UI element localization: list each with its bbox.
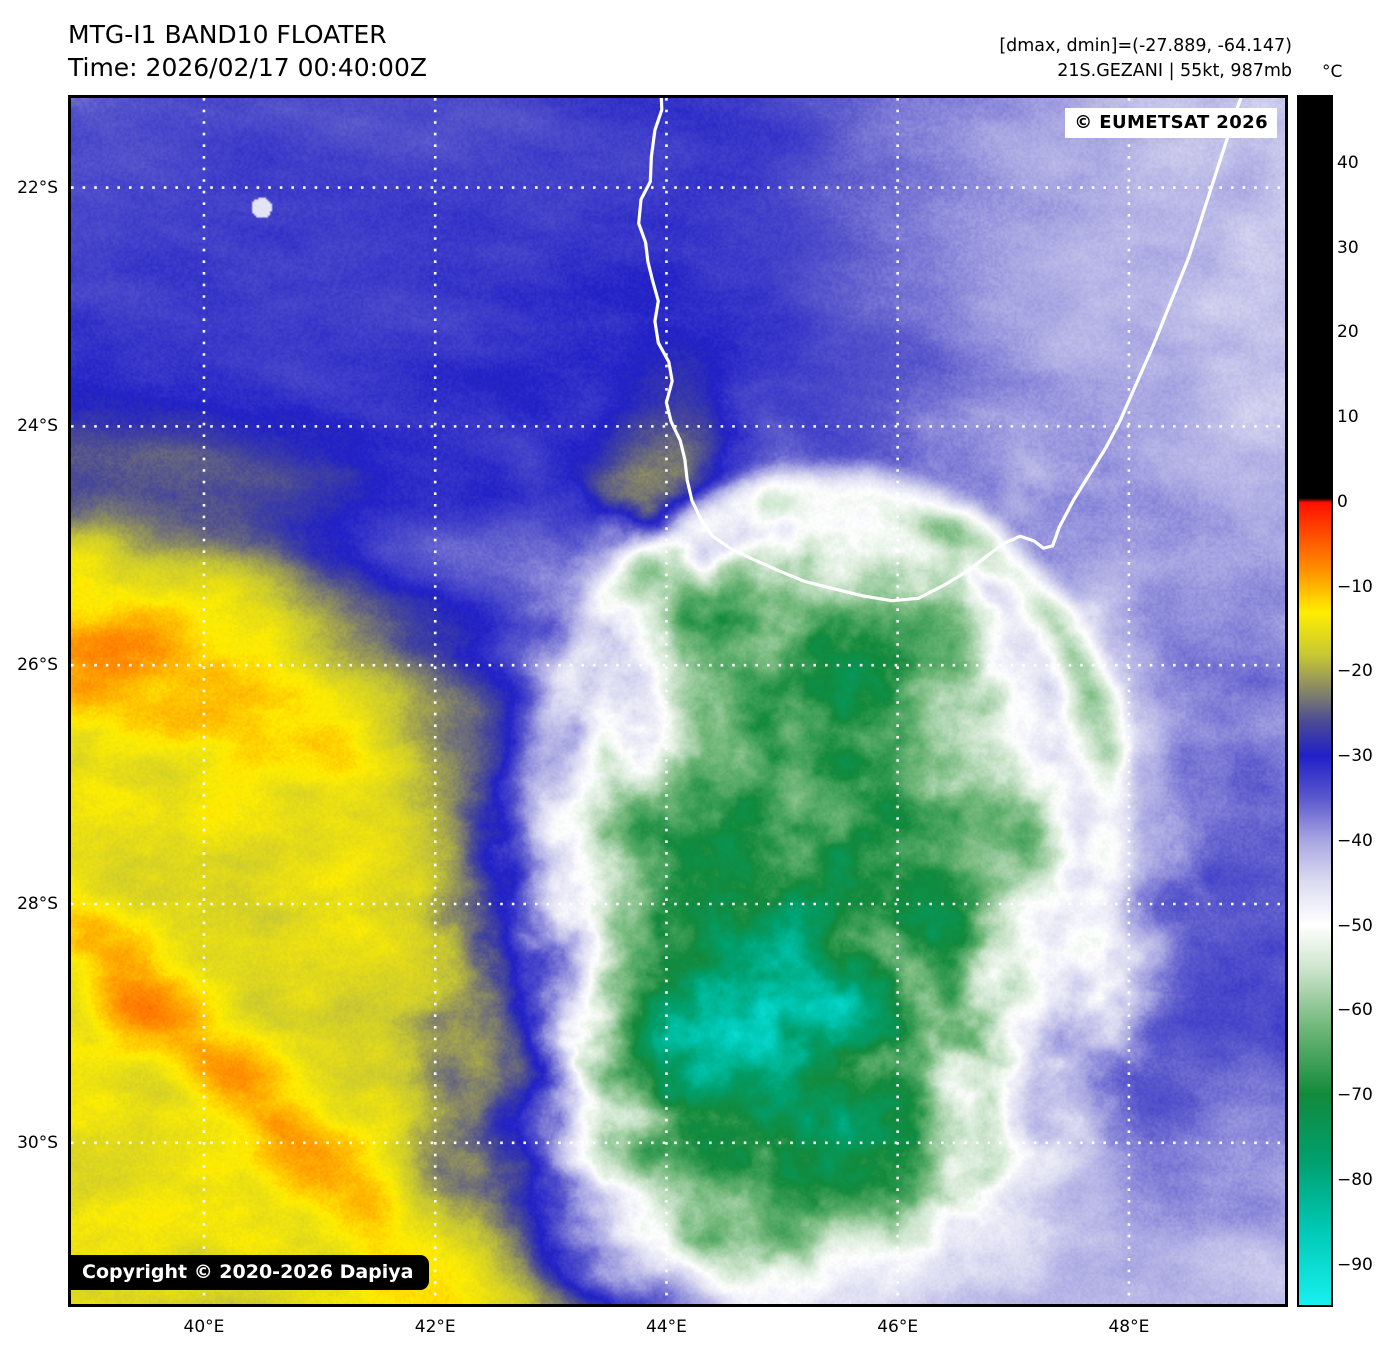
colorbar-tick-20: 20 [1337, 322, 1359, 343]
lon-tick-label: 40°E [183, 1317, 225, 1337]
storm-info-text: 21S.GEZANI | 55kt, 987mb [1057, 61, 1292, 81]
lat-tick-label: 28°S [17, 893, 58, 914]
colorbar-tick-minus20: −20 [1337, 661, 1373, 682]
metadata-block: [dmax, dmin]=(-27.889, -64.147) 21S.GEZAN… [999, 34, 1292, 84]
colorbar[interactable] [1297, 95, 1333, 1307]
colorbar-unit-label: °C [1322, 62, 1343, 82]
colorbar-tick-0: 0 [1337, 491, 1348, 512]
coastline-overlay [637, 98, 1243, 603]
lon-tick-label: 42°E [414, 1317, 456, 1337]
colorbar-tick-minus90: −90 [1337, 1254, 1373, 1275]
colorbar-tick-30: 30 [1337, 237, 1359, 258]
satellite-plot-area[interactable]: © EUMETSAT 2026 Copyright © 2020-2026 Da… [68, 95, 1288, 1307]
eumetsat-credit-badge: © EUMETSAT 2026 [1065, 108, 1277, 138]
lat-tick-label: 24°S [17, 416, 58, 437]
coastline-segment-1 [748, 534, 1055, 603]
page-title: MTG-I1 BAND10 FLOATER Time: 2026/02/17 00… [68, 18, 427, 84]
lat-tick-label: 26°S [17, 655, 58, 676]
copyright-badge: Copyright © 2020-2026 Dapiya [71, 1255, 430, 1290]
colorbar-tick-minus10: −10 [1337, 576, 1373, 597]
colorbar-tick-minus50: −50 [1337, 915, 1373, 936]
lon-tick-label: 48°E [1108, 1317, 1150, 1337]
colorbar-tick-minus70: −70 [1337, 1085, 1373, 1106]
lat-tick-label: 30°S [17, 1132, 58, 1153]
title-line-2: Time: 2026/02/17 00:40:00Z [68, 53, 427, 82]
lat-tick-label: 22°S [17, 177, 58, 198]
colorbar-tick-40: 40 [1337, 152, 1359, 173]
title-line-1: MTG-I1 BAND10 FLOATER [68, 20, 387, 49]
colorbar-tick-minus60: −60 [1337, 1000, 1373, 1021]
colorbar-tick-10: 10 [1337, 407, 1359, 428]
colorbar-tick-minus40: −40 [1337, 830, 1373, 851]
lon-tick-label: 46°E [877, 1317, 919, 1337]
colorbar-tick-minus30: −30 [1337, 746, 1373, 767]
graticule-grid [71, 98, 1285, 1304]
colorbar-gradient [1297, 95, 1333, 1307]
lon-tick-label: 44°E [646, 1317, 687, 1337]
dmax-dmin-text: [dmax, dmin]=(-27.889, -64.147) [999, 36, 1292, 56]
satellite-imagery-canvas [71, 98, 1285, 1304]
colorbar-tick-minus80: −80 [1337, 1169, 1373, 1190]
coastline-segment-0 [637, 98, 752, 560]
coastline-segment-2 [1051, 98, 1243, 548]
